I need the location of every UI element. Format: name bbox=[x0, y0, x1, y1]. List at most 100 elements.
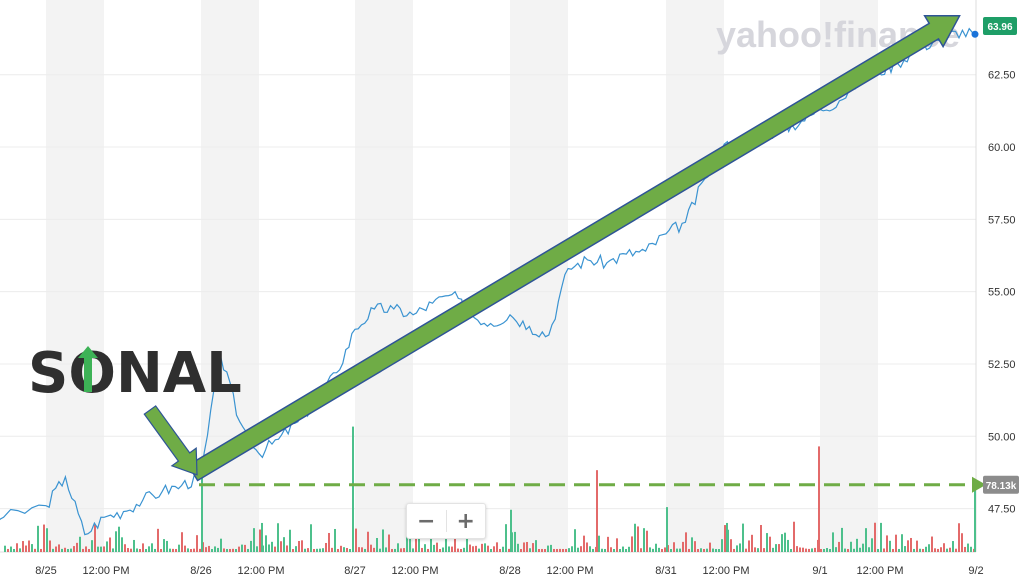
volume-bar bbox=[886, 535, 888, 552]
volume-bar bbox=[268, 544, 270, 552]
zoom-in-button[interactable]: + bbox=[456, 508, 475, 534]
volume-spike bbox=[261, 522, 263, 552]
volume-bar bbox=[94, 524, 96, 552]
volume-bar bbox=[841, 527, 843, 552]
volume-bar bbox=[904, 546, 906, 552]
volume-bar bbox=[10, 546, 12, 552]
volume-bar bbox=[730, 539, 732, 552]
volume-bar bbox=[220, 538, 222, 552]
volume-bar bbox=[697, 548, 699, 552]
volume-bar bbox=[379, 548, 381, 552]
volume-bar bbox=[592, 548, 594, 552]
volume-bar bbox=[331, 547, 333, 552]
volume-bar bbox=[325, 542, 327, 552]
volume-bar bbox=[913, 548, 915, 552]
volume-bar bbox=[964, 546, 966, 552]
volume-bar bbox=[889, 540, 891, 552]
volume-bar bbox=[184, 545, 186, 552]
volume-bar bbox=[877, 548, 879, 552]
volume-bar bbox=[526, 541, 528, 552]
volume-bar bbox=[181, 532, 183, 552]
session-band bbox=[46, 0, 104, 552]
volume-bar bbox=[781, 534, 783, 552]
volume-bar bbox=[430, 533, 432, 552]
volume-bar bbox=[211, 549, 213, 552]
volume-bar bbox=[502, 546, 504, 552]
volume-bar bbox=[193, 548, 195, 552]
volume-bar bbox=[775, 544, 777, 552]
volume-bar bbox=[247, 548, 249, 552]
volume-bar bbox=[460, 548, 462, 552]
volume-bar bbox=[814, 547, 816, 552]
volume-bar bbox=[361, 547, 363, 552]
volume-bar bbox=[52, 548, 54, 552]
volume-bar bbox=[79, 536, 81, 552]
volume-bar bbox=[634, 523, 636, 552]
x-tick-label: 8/26 bbox=[190, 565, 211, 577]
volume-bar bbox=[922, 548, 924, 552]
volume-bar bbox=[142, 543, 144, 552]
volume-bar bbox=[694, 541, 696, 552]
volume-bar bbox=[403, 548, 405, 552]
volume-bar bbox=[391, 548, 393, 552]
volume-bar bbox=[337, 548, 339, 552]
volume-bar bbox=[97, 546, 99, 552]
x-tick-label: 12:00 PM bbox=[237, 565, 284, 577]
last-price-dot bbox=[971, 30, 979, 38]
volume-bar bbox=[580, 546, 582, 552]
volume-bar bbox=[397, 543, 399, 552]
volume-bar bbox=[253, 528, 255, 552]
zoom-out-button[interactable]: − bbox=[417, 508, 436, 534]
volume-bar bbox=[19, 548, 21, 552]
sonal-logo: SONAL bbox=[28, 341, 242, 406]
volume-bar bbox=[799, 547, 801, 552]
volume-bar bbox=[601, 548, 603, 552]
volume-bar bbox=[22, 541, 24, 552]
volume-bar bbox=[334, 528, 336, 552]
volume-bar bbox=[883, 548, 885, 552]
volume-bar bbox=[412, 548, 414, 552]
volume-bar bbox=[829, 548, 831, 552]
volume-bar bbox=[151, 543, 153, 552]
volume-bar bbox=[340, 545, 342, 552]
volume-bar bbox=[613, 549, 615, 552]
session-bands bbox=[46, 0, 878, 552]
volume-bar bbox=[169, 548, 171, 552]
volume-bar bbox=[178, 544, 180, 552]
volume-bar bbox=[766, 533, 768, 552]
volume-spike bbox=[818, 446, 820, 552]
volume-bar bbox=[826, 548, 828, 552]
y-tick-label: 62.50 bbox=[988, 70, 1016, 82]
volume-spike bbox=[106, 541, 108, 552]
volume-bar bbox=[796, 546, 798, 552]
volume-bar bbox=[517, 543, 519, 552]
volume-bar bbox=[505, 524, 507, 552]
y-tick-label: 57.50 bbox=[988, 214, 1016, 226]
x-tick-label: 8/28 bbox=[499, 565, 520, 577]
volume-bar bbox=[541, 548, 543, 552]
volume-bar bbox=[406, 527, 408, 552]
volume-bar bbox=[226, 548, 228, 552]
volume-bar bbox=[910, 537, 912, 552]
volume-bar bbox=[190, 548, 192, 552]
volume-bar bbox=[538, 548, 540, 552]
volume-bar bbox=[364, 548, 366, 552]
value-badges: 63.96 78.13k bbox=[983, 17, 1019, 494]
volume-bar bbox=[604, 548, 606, 552]
volume-bar bbox=[553, 548, 555, 552]
volume-bar bbox=[607, 536, 609, 552]
volume-bar bbox=[427, 548, 429, 552]
volume-bar bbox=[934, 548, 936, 552]
volume-bar bbox=[736, 545, 738, 552]
volume-bar bbox=[784, 532, 786, 552]
volume-bar bbox=[652, 548, 654, 552]
y-tick-label: 52.50 bbox=[988, 359, 1016, 371]
session-band bbox=[666, 0, 724, 552]
volume-bar bbox=[319, 548, 321, 552]
volume-bar bbox=[424, 544, 426, 552]
x-tick-label: 12:00 PM bbox=[546, 565, 593, 577]
session-band bbox=[355, 0, 413, 552]
volume-bar bbox=[130, 548, 132, 552]
y-tick-label: 50.00 bbox=[988, 431, 1016, 443]
volume-bar bbox=[802, 547, 804, 552]
